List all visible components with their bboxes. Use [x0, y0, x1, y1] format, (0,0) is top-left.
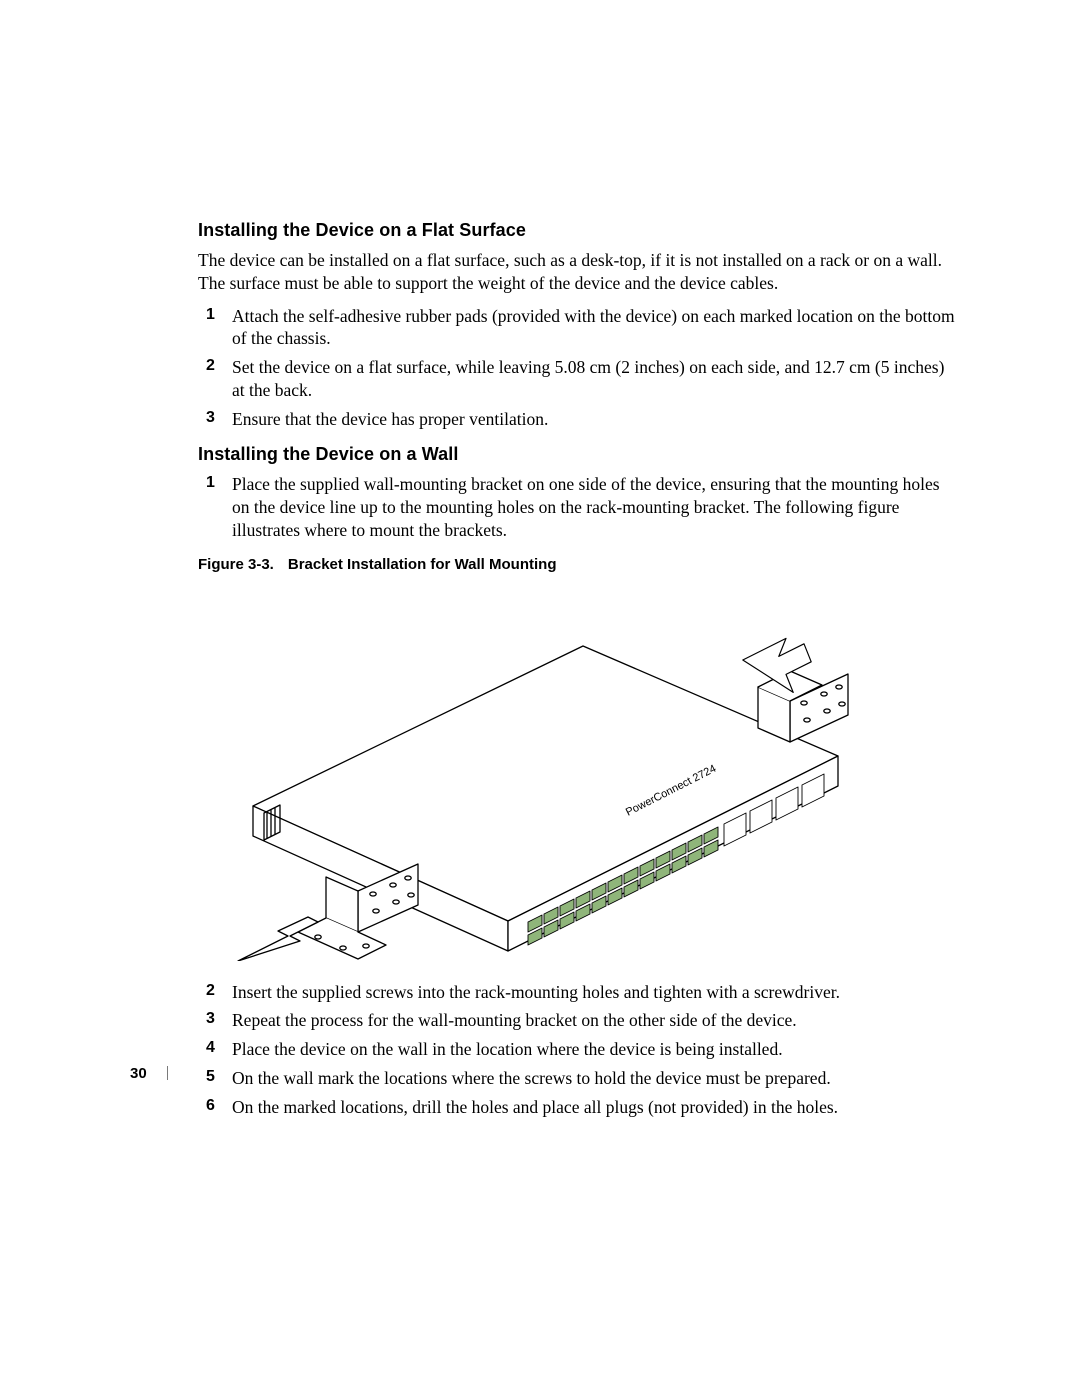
figure-caption: Figure 3-3. Bracket Installation for Wall…	[198, 556, 956, 573]
step-number: 2	[206, 981, 215, 1002]
right-bracket-icon	[758, 671, 848, 742]
list-item: 3 Ensure that the device has proper venti…	[198, 408, 956, 431]
figure-illustration: PowerConnect 2724	[198, 591, 878, 961]
step-number: 6	[206, 1096, 215, 1117]
list-item: 4 Place the device on the wall in the loc…	[198, 1038, 956, 1061]
list-item: 2 Insert the supplied screws into the rac…	[198, 981, 956, 1004]
page-content: Installing the Device on a Flat Surface …	[198, 220, 956, 1132]
list-item: 1 Attach the self-adhesive rubber pads (p…	[198, 305, 956, 351]
page-number-divider	[167, 1066, 168, 1080]
figure-label-title: Bracket Installation for Wall Mounting	[288, 556, 557, 573]
step-text: Attach the self-adhesive rubber pads (pr…	[232, 306, 955, 349]
step-number: 1	[206, 473, 215, 494]
step-text: On the marked locations, drill the holes…	[232, 1097, 838, 1117]
list-item: 5 On the wall mark the locations where th…	[198, 1067, 956, 1090]
arrow-left-icon	[238, 917, 318, 961]
list-item: 6 On the marked locations, drill the hole…	[198, 1096, 956, 1119]
section1-intro: The device can be installed on a flat su…	[198, 249, 956, 295]
step-text: Insert the supplied screws into the rack…	[232, 982, 840, 1002]
step-number: 4	[206, 1038, 215, 1059]
list-item: 1 Place the supplied wall-mounting bracke…	[198, 473, 956, 541]
step-number: 5	[206, 1067, 215, 1088]
step-text: Place the device on the wall in the loca…	[232, 1039, 783, 1059]
page-number: 30	[130, 1065, 147, 1082]
page-number-block: 30	[130, 1065, 168, 1083]
step-text: Place the supplied wall-mounting bracket…	[232, 474, 940, 540]
step-text: Set the device on a flat surface, while …	[232, 357, 944, 400]
step-number: 3	[206, 408, 215, 429]
list-item: 2 Set the device on a flat surface, while…	[198, 356, 956, 402]
section2-heading: Installing the Device on a Wall	[198, 444, 956, 465]
step-number: 3	[206, 1009, 215, 1030]
figure-label-prefix: Figure 3-3.	[198, 556, 274, 573]
step-number: 2	[206, 356, 215, 377]
step-text: Ensure that the device has proper ventil…	[232, 409, 548, 429]
step-number: 1	[206, 305, 215, 326]
step-text: Repeat the process for the wall-mounting…	[232, 1010, 797, 1030]
section2-steps-before: 1 Place the supplied wall-mounting bracke…	[198, 473, 956, 541]
section2-steps-after: 2 Insert the supplied screws into the rac…	[198, 981, 956, 1119]
section1-steps: 1 Attach the self-adhesive rubber pads (p…	[198, 305, 956, 431]
section1-heading: Installing the Device on a Flat Surface	[198, 220, 956, 241]
device-drawing: PowerConnect 2724	[238, 638, 848, 961]
step-text: On the wall mark the locations where the…	[232, 1068, 831, 1088]
list-item: 3 Repeat the process for the wall-mountin…	[198, 1009, 956, 1032]
